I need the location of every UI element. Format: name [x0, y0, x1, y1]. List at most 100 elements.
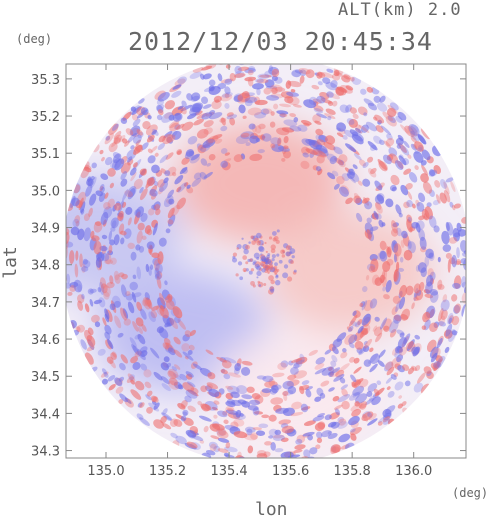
speckle [349, 427, 362, 436]
speckle [128, 374, 135, 381]
speckle [366, 391, 373, 397]
timestamp-title: 2012/12/03 20:45:34 [128, 27, 433, 56]
speckle [184, 330, 192, 338]
center-speckle [256, 265, 262, 271]
speckle [129, 125, 141, 136]
speckle [93, 299, 103, 305]
speckle [315, 128, 324, 136]
speckle [252, 427, 263, 431]
speckle [314, 368, 327, 375]
speckle [213, 445, 221, 453]
speckle [367, 102, 378, 111]
speckle [127, 132, 137, 143]
speckle [345, 85, 354, 91]
speckle [69, 250, 75, 265]
speckle [174, 175, 184, 185]
speckle [424, 206, 433, 220]
speckle [218, 428, 227, 436]
speckle [348, 168, 356, 176]
speckle [388, 246, 392, 255]
speckle [185, 389, 198, 399]
speckle [445, 221, 450, 232]
speckle [395, 300, 401, 313]
speckle [313, 108, 324, 114]
speckle [437, 256, 441, 263]
speckle [104, 308, 110, 320]
speckle [169, 122, 180, 132]
speckle [150, 264, 154, 270]
speckle [319, 392, 326, 399]
speckle [167, 370, 177, 379]
speckle [331, 355, 338, 363]
speckle [336, 122, 346, 132]
speckle [130, 356, 138, 364]
speckle [156, 114, 163, 121]
speckle [143, 369, 152, 378]
speckle [323, 141, 336, 151]
y-tick-label: 34.8 [31, 259, 60, 274]
speckle [330, 360, 337, 367]
speckle [172, 84, 182, 90]
speckle [337, 159, 345, 166]
speckle [146, 406, 153, 414]
speckle [171, 90, 182, 98]
speckle [407, 367, 415, 375]
speckle [136, 230, 143, 244]
speckle [159, 292, 166, 306]
speckle [300, 119, 312, 126]
speckle [397, 160, 404, 169]
speckle [337, 416, 345, 423]
speckle [199, 439, 205, 444]
speckle [407, 241, 416, 254]
speckle [383, 140, 392, 149]
center-speckle [241, 237, 244, 240]
speckle [73, 279, 83, 293]
speckle [224, 152, 231, 156]
center-speckle [235, 273, 239, 277]
speckle [151, 400, 157, 405]
speckle [212, 134, 223, 140]
speckle [270, 397, 284, 405]
speckle [141, 323, 147, 332]
speckle [104, 253, 112, 265]
speckle [151, 396, 157, 402]
speckle [108, 142, 118, 153]
speckle [148, 266, 152, 276]
speckle [361, 411, 374, 422]
speckle [205, 450, 216, 456]
speckle [410, 143, 417, 151]
speckle [219, 117, 227, 123]
speckle [104, 133, 114, 145]
speckle [180, 104, 193, 112]
speckle [326, 91, 334, 98]
speckle [185, 429, 197, 438]
speckle [151, 145, 158, 153]
speckle [194, 110, 203, 116]
speckle [399, 296, 406, 310]
speckle [410, 130, 420, 142]
speckle [226, 112, 234, 117]
speckle [132, 274, 137, 280]
speckle [160, 362, 170, 371]
speckle [376, 213, 382, 220]
speckle [351, 408, 362, 417]
speckle [246, 386, 255, 394]
speckle [436, 337, 443, 349]
speckle [398, 395, 403, 399]
speckle [333, 146, 343, 155]
speckle [333, 404, 343, 410]
speckle [132, 345, 141, 356]
speckle [101, 368, 107, 375]
speckle [324, 113, 336, 119]
speckle [357, 180, 363, 186]
speckle [400, 145, 410, 156]
speckle [268, 435, 274, 439]
speckle [255, 78, 264, 83]
speckle [411, 203, 416, 209]
speckle [199, 171, 207, 180]
speckle [270, 143, 276, 149]
speckle [127, 301, 135, 314]
center-speckle [247, 258, 251, 263]
speckle [130, 106, 137, 112]
speckle [123, 228, 132, 239]
